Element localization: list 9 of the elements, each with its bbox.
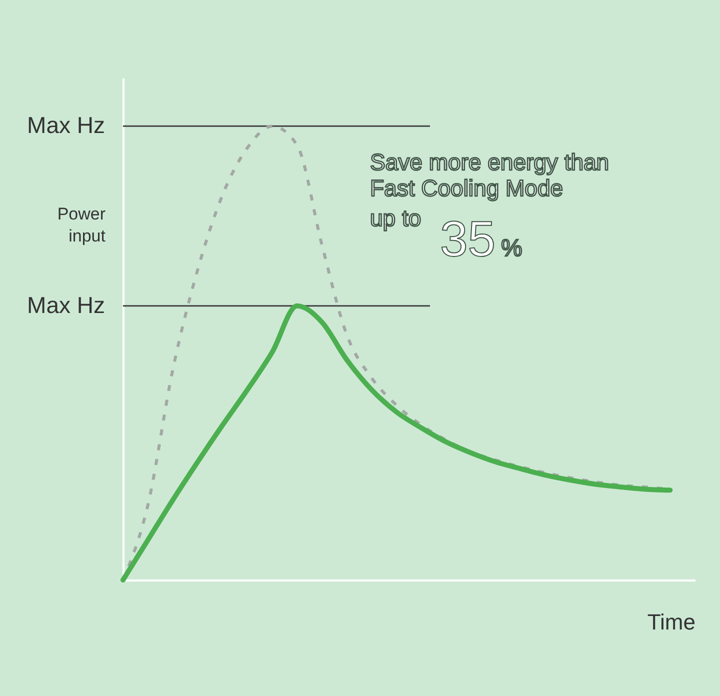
ref-line-label: Max Hz: [27, 112, 105, 138]
ref-line-label: Max Hz: [27, 292, 105, 318]
annotation: up to: [370, 205, 422, 231]
y-axis-title: Power input: [57, 204, 106, 246]
x-axis-title: Time: [647, 610, 696, 634]
annotation: 35: [440, 211, 496, 267]
annotation: Fast Cooling Mode: [370, 175, 564, 201]
annotation: %: [501, 235, 522, 262]
annotation: Save more energy than: [370, 149, 610, 175]
